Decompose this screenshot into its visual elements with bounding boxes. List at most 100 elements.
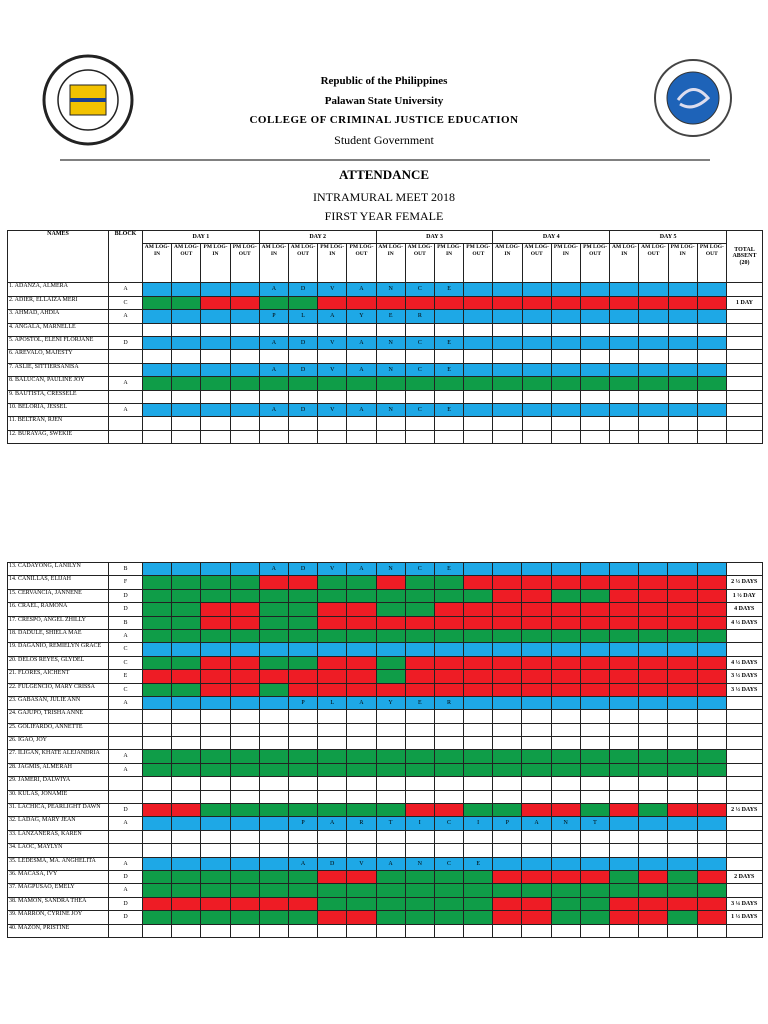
status-cell <box>375 429 406 445</box>
status-cell <box>200 669 231 684</box>
status-cell <box>433 910 465 925</box>
status-cell <box>638 602 669 617</box>
header-row: AM LOG-IN AM LOG-OUT PM LOG-IN PM LOG-OUT AM… <box>8 243 763 284</box>
student-name: 35. LEDESMA, MA. ANGHELITA <box>7 856 109 871</box>
status-cell <box>696 655 727 671</box>
status-cell <box>375 762 406 778</box>
status-cell: C <box>404 402 435 418</box>
status-cell <box>404 322 435 337</box>
status-cell <box>521 829 552 845</box>
status-cell <box>171 588 202 604</box>
status-cell <box>608 655 640 671</box>
status-cell <box>346 642 377 657</box>
status-cell <box>696 736 727 751</box>
status-cell <box>141 376 173 391</box>
status-cell <box>258 695 289 711</box>
block: C <box>108 642 143 657</box>
status-cell <box>550 682 581 697</box>
status-cell <box>346 429 377 445</box>
status-cell <box>521 575 552 590</box>
status-cell <box>258 376 289 391</box>
status-cell <box>375 602 406 617</box>
university-logo <box>42 54 134 146</box>
status-cell <box>200 736 231 751</box>
status-cell: N <box>550 816 581 831</box>
status-cell <box>404 349 435 364</box>
status-cell <box>229 561 260 577</box>
status-cell <box>550 402 581 418</box>
status-cell: P <box>492 816 523 831</box>
status-cell <box>579 416 611 431</box>
status-cell: T <box>579 816 611 831</box>
status-cell <box>229 803 260 818</box>
slot-header: PM LOG-IN <box>550 243 581 284</box>
status-cell <box>375 575 406 590</box>
status-cell: A <box>375 856 406 871</box>
status-cell <box>433 309 465 324</box>
status-cell <box>171 642 202 657</box>
status-cell <box>287 376 319 391</box>
slot-header: AM LOG-OUT <box>638 243 669 284</box>
status-cell: E <box>433 282 465 297</box>
status-cell: N <box>404 856 435 871</box>
status-cell <box>609 362 640 378</box>
status-cell <box>463 896 494 912</box>
student-row: 19. DAGANIO, REMIELYN GRACE C <box>7 642 763 657</box>
total-absent: 2 ½ DAYS <box>725 575 763 590</box>
status-cell <box>404 416 435 431</box>
status-cell <box>492 883 523 898</box>
status-cell: A <box>317 816 348 831</box>
student-row: 32. LADAG, MARY JEAN A P A R T I C I P A N T <box>7 816 763 831</box>
status-cell <box>317 669 348 684</box>
status-cell <box>609 282 640 297</box>
status-cell <box>258 910 289 925</box>
student-name: 19. DAGANIO, REMIELYN GRACE <box>7 642 109 657</box>
status-cell <box>638 295 669 311</box>
status-cell <box>521 749 552 764</box>
status-cell <box>258 803 289 818</box>
status-cell <box>258 789 289 805</box>
total-absent: 3 ½ DAYS <box>725 682 763 697</box>
status-cell <box>550 896 581 912</box>
total-absent: 2 DAYS <box>725 869 763 885</box>
status-cell <box>171 695 202 711</box>
status-cell <box>433 295 465 311</box>
status-cell <box>229 402 260 418</box>
status-cell <box>171 722 202 738</box>
student-row: 1. ADANZA, ALMERA A A D V A N C E <box>7 282 763 297</box>
status-cell <box>492 602 523 617</box>
status-cell <box>463 869 494 885</box>
status-cell <box>258 389 289 404</box>
status-cell <box>375 803 406 818</box>
status-cell <box>317 709 348 724</box>
status-cell <box>608 669 640 684</box>
status-cell <box>258 883 289 898</box>
status-cell <box>521 561 552 577</box>
student-name: 37. MAGPUSAO, EMELY <box>7 883 109 898</box>
status-cell <box>258 322 289 337</box>
status-cell <box>375 896 406 912</box>
status-cell <box>346 749 377 764</box>
status-cell <box>317 762 348 778</box>
status-cell <box>667 669 698 684</box>
attendance-table: NAMES BLOCK DAY 1 DAY 2 DAY 3 DAY 4 DAY 5 TOTAL… <box>7 229 763 445</box>
status-cell <box>141 789 173 805</box>
status-cell <box>579 749 611 764</box>
status-cell <box>200 776 231 791</box>
status-cell <box>317 588 348 604</box>
status-cell <box>579 869 611 885</box>
status-cell <box>667 829 698 845</box>
status-cell: D <box>317 856 348 871</box>
student-name: 25. GOLIFARDO, ANNETTE <box>7 722 109 738</box>
status-cell <box>638 335 669 351</box>
status-cell <box>171 910 202 925</box>
status-cell <box>404 429 435 445</box>
status-cell <box>317 349 348 364</box>
student-name: 5. APOSTOL, ELENI FLORJANE <box>7 335 109 351</box>
status-cell <box>346 588 377 604</box>
status-cell <box>638 843 669 858</box>
status-cell <box>638 762 669 778</box>
status-cell <box>521 349 552 364</box>
status-cell <box>404 896 435 912</box>
status-cell <box>463 923 494 938</box>
